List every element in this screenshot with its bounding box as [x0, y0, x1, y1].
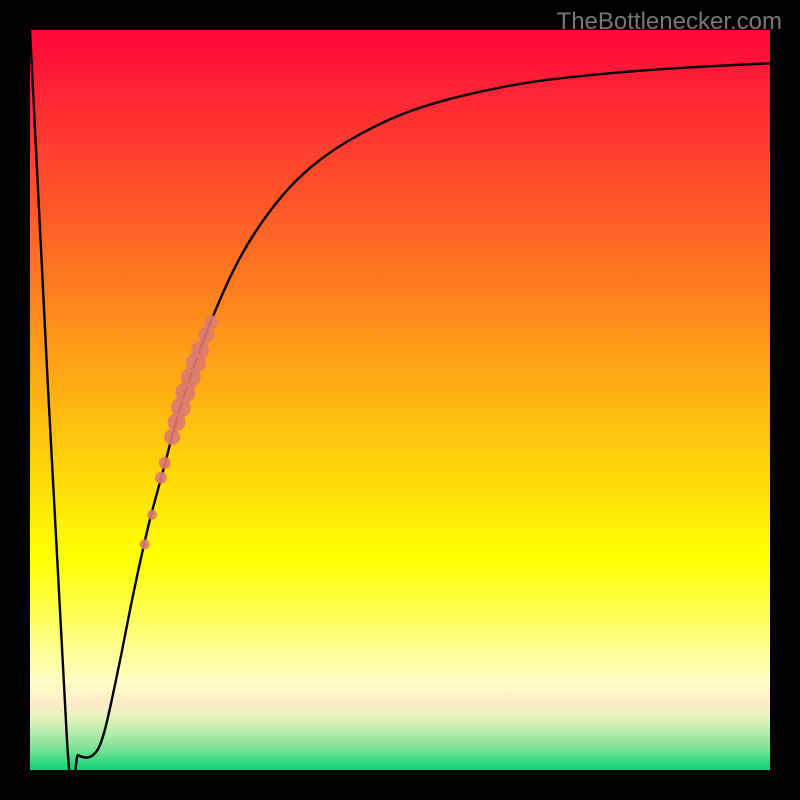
marker-point: [147, 510, 157, 520]
marker-point: [155, 472, 167, 484]
chart-container: TheBottlenecker.com: [0, 0, 800, 800]
watermark-text: TheBottlenecker.com: [557, 8, 782, 36]
marker-point: [159, 457, 171, 469]
marker-point: [140, 539, 150, 549]
plot-background: [30, 30, 770, 770]
marker-point: [191, 341, 209, 359]
bottleneck-chart: [0, 0, 800, 800]
marker-point: [204, 315, 218, 329]
marker-point: [164, 429, 180, 445]
